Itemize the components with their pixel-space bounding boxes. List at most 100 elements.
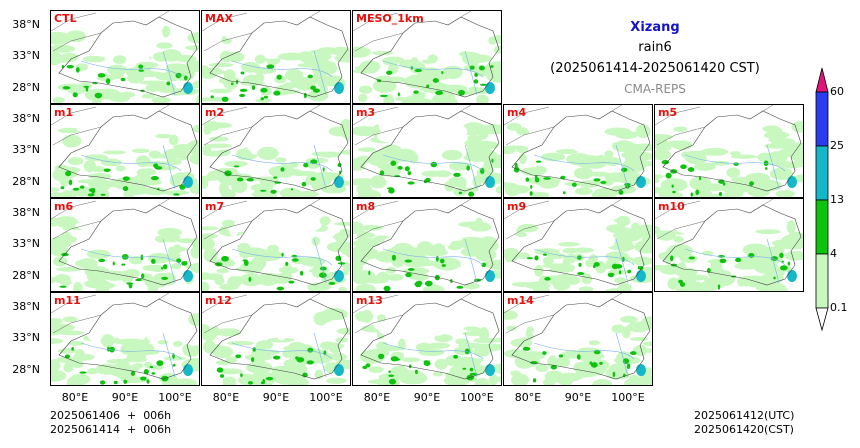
rain-light bbox=[254, 326, 278, 337]
rain-moderate bbox=[173, 193, 180, 196]
rain-light bbox=[474, 377, 490, 385]
rain-moderate bbox=[121, 253, 129, 260]
init-cst-label: 2025061414 + 006h bbox=[50, 423, 172, 436]
rain-light bbox=[504, 349, 529, 359]
rain-light bbox=[110, 229, 126, 241]
rain-moderate bbox=[141, 273, 145, 279]
rain-light bbox=[151, 96, 171, 103]
rain-light bbox=[279, 187, 301, 197]
rain-light bbox=[359, 225, 384, 231]
lon-tick-label: 80°E bbox=[514, 391, 542, 404]
rain-light bbox=[127, 118, 146, 132]
rain-light bbox=[597, 139, 612, 148]
rain-light bbox=[644, 367, 652, 377]
river bbox=[533, 144, 635, 190]
rain-light bbox=[729, 151, 741, 156]
rain-light bbox=[655, 264, 670, 271]
rain-light bbox=[461, 221, 489, 228]
rain-light bbox=[378, 322, 403, 336]
lon-tick-label: 100°E bbox=[309, 391, 343, 404]
rain-moderate bbox=[303, 92, 307, 99]
rain-light bbox=[283, 38, 300, 48]
rain-light bbox=[111, 33, 132, 43]
rain-light bbox=[129, 26, 142, 41]
rain-light bbox=[224, 160, 249, 167]
rain-moderate bbox=[469, 367, 474, 372]
rain-moderate bbox=[276, 74, 282, 80]
rain-moderate bbox=[83, 85, 90, 88]
member-label: m1 bbox=[54, 106, 74, 119]
neighbor-boundary bbox=[51, 11, 170, 52]
rain-moderate bbox=[618, 270, 622, 275]
colorbar bbox=[815, 67, 829, 332]
rain-light bbox=[206, 143, 232, 149]
rain-light bbox=[634, 143, 652, 152]
rain-light bbox=[716, 143, 730, 148]
rain-light bbox=[588, 340, 601, 346]
rain-light bbox=[567, 330, 582, 336]
rain-moderate bbox=[441, 264, 446, 267]
rain-moderate bbox=[113, 380, 118, 385]
rain-moderate bbox=[265, 376, 274, 381]
rain-moderate bbox=[87, 193, 95, 197]
rain-light bbox=[488, 36, 497, 45]
rain-moderate bbox=[612, 371, 616, 378]
lat-tick-label: 28°N bbox=[12, 175, 40, 188]
rain-light bbox=[764, 143, 792, 149]
rain-light bbox=[700, 147, 729, 156]
rain-light bbox=[173, 340, 183, 347]
rain-light bbox=[251, 192, 265, 197]
rain-light bbox=[578, 286, 594, 291]
rain-light bbox=[718, 224, 728, 237]
province-boundary bbox=[58, 16, 198, 98]
rain-moderate bbox=[474, 72, 478, 78]
rain-light bbox=[604, 150, 614, 159]
rain-moderate bbox=[466, 374, 475, 381]
rain-light bbox=[673, 236, 684, 243]
rain-light bbox=[771, 245, 786, 250]
rain-moderate bbox=[246, 177, 255, 182]
rain-light bbox=[51, 369, 67, 382]
rain-light bbox=[432, 257, 461, 271]
rain-moderate bbox=[608, 273, 614, 278]
rain-light bbox=[708, 226, 720, 235]
rain-light bbox=[426, 322, 448, 327]
rain-moderate bbox=[94, 92, 103, 99]
rain-light bbox=[340, 149, 350, 155]
rain-light bbox=[250, 183, 274, 192]
province-boundary bbox=[662, 204, 802, 286]
lon-tick-label: 100°E bbox=[460, 391, 494, 404]
rain-moderate bbox=[458, 89, 466, 96]
colorbar-extend-max bbox=[815, 67, 829, 93]
rain-light bbox=[370, 175, 386, 188]
rain-light bbox=[124, 323, 134, 329]
rain-moderate bbox=[272, 355, 281, 360]
rain-light bbox=[286, 239, 299, 246]
colorbar-segment bbox=[815, 145, 829, 201]
rain-light bbox=[60, 231, 72, 244]
rain-light bbox=[157, 165, 177, 171]
rain-light bbox=[190, 262, 199, 273]
rain-light bbox=[307, 54, 326, 61]
neighbor-boundary bbox=[504, 293, 623, 334]
rain-map bbox=[353, 11, 501, 103]
rain-moderate bbox=[779, 252, 784, 258]
rain-light bbox=[726, 167, 741, 178]
rain-light bbox=[222, 237, 242, 246]
rain-light bbox=[51, 191, 62, 197]
neighbor-boundary bbox=[655, 105, 774, 146]
rain-heavy bbox=[183, 364, 193, 376]
rain-moderate bbox=[65, 170, 72, 177]
rain-light bbox=[344, 248, 350, 258]
rain-moderate bbox=[79, 185, 85, 189]
rain-light bbox=[613, 218, 631, 223]
rain-light bbox=[88, 329, 103, 343]
rain-moderate bbox=[544, 277, 551, 281]
rain-light bbox=[175, 54, 197, 63]
rain-light bbox=[86, 249, 111, 259]
rain-light bbox=[209, 136, 229, 142]
rain-light bbox=[767, 151, 788, 163]
rain-light bbox=[383, 237, 397, 248]
rain-moderate bbox=[161, 276, 169, 280]
rain-map bbox=[202, 11, 350, 103]
